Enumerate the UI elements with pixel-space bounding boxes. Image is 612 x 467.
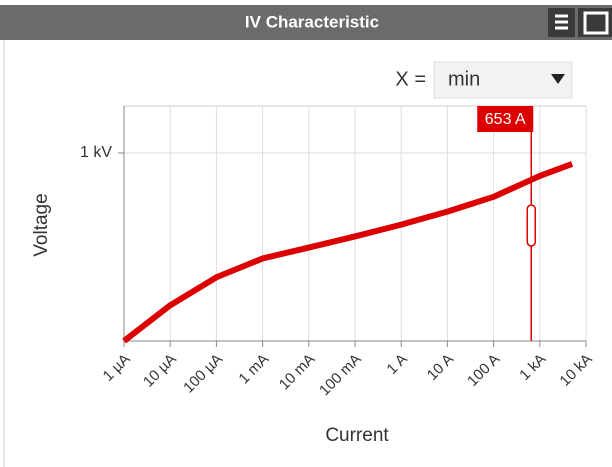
x-tick-label: 1 mA xyxy=(235,351,272,388)
y-tick-label: 1 kV xyxy=(80,144,112,161)
x-tick-label: 1 A xyxy=(383,351,410,378)
x-select[interactable] xyxy=(433,61,573,99)
x-axis-label: Current xyxy=(325,425,389,446)
dropdown-arrow xyxy=(551,74,565,84)
y-axis-label: Voltage xyxy=(31,193,52,256)
cursor-label-bg xyxy=(477,106,534,132)
x-tick-label: 10 kA xyxy=(556,351,595,390)
x-tick-label: 1 µA xyxy=(100,351,134,385)
cursor-handle[interactable] xyxy=(526,204,536,247)
x-select-value: min xyxy=(448,68,480,90)
x-tick-label: 100 A xyxy=(464,351,503,390)
header-bar xyxy=(0,5,612,40)
x-tick-label: 100 µA xyxy=(180,351,226,397)
cursor-label: 653 A xyxy=(485,111,526,128)
x-tick-label: 10 A xyxy=(424,351,457,384)
x-tick-label: 1 kA xyxy=(516,351,549,384)
maximize-icon xyxy=(583,11,609,35)
x-tick-label: 100 mA xyxy=(316,351,365,400)
x-tick-label: 10 mA xyxy=(276,351,319,394)
x-tick-label: 10 µA xyxy=(140,351,180,391)
menu-icon xyxy=(555,14,568,30)
x-select-label: X = xyxy=(395,68,426,90)
title: IV Characteristic xyxy=(245,12,379,31)
iv-curve xyxy=(122,161,574,344)
